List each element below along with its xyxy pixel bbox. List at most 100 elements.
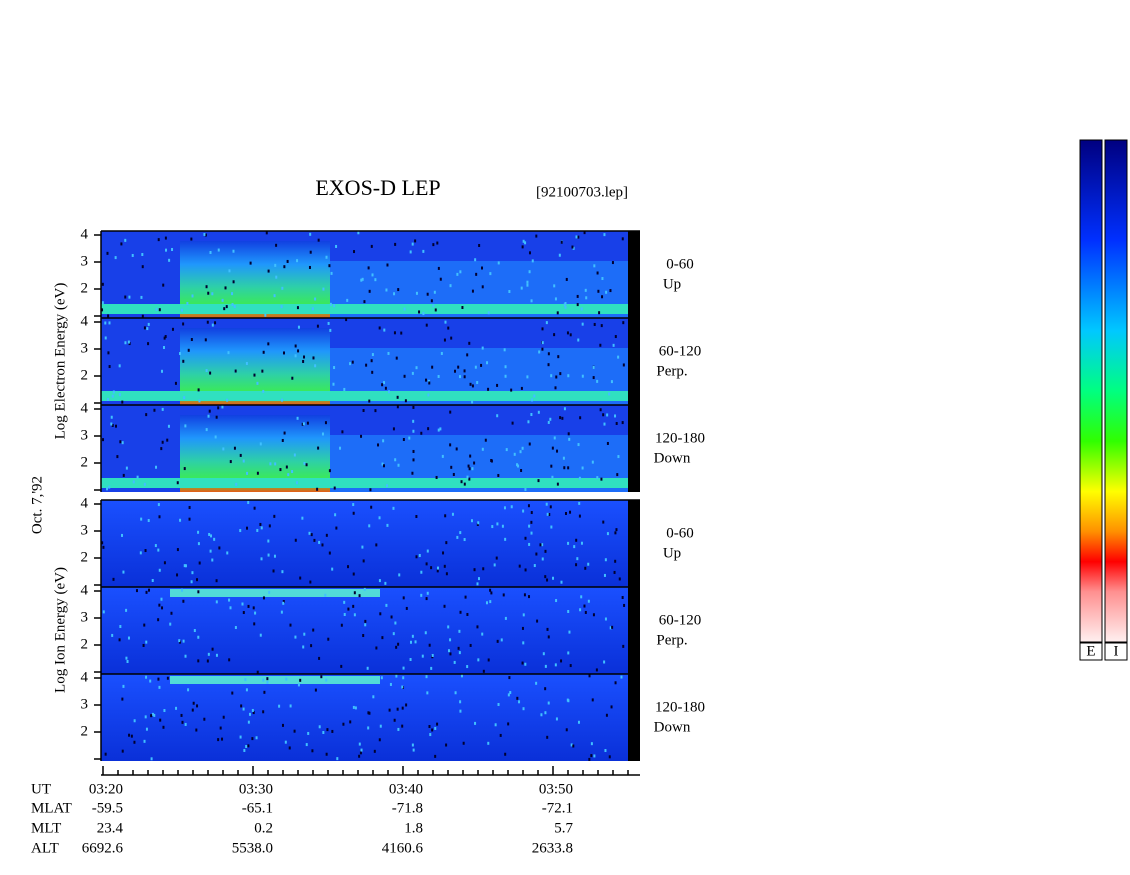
spectrogram-speck (552, 576, 555, 580)
spectrogram-speck (362, 559, 365, 563)
spectrogram-speck (318, 540, 321, 544)
spectrogram-speck (412, 449, 415, 453)
spectrogram-speck (603, 422, 606, 426)
spectrogram-speck (143, 482, 146, 486)
spectrogram-speck (468, 341, 471, 345)
spectrogram-speck (469, 382, 472, 386)
spectrogram-speck (115, 424, 118, 428)
spectrogram-speck (473, 568, 476, 572)
spectrogram-speck (343, 600, 346, 604)
spectrogram-speck (242, 707, 245, 711)
spectrogram-speck (367, 266, 370, 270)
spectrogram-speck (153, 408, 156, 412)
spectrogram-speck (436, 241, 439, 245)
spectrogram-speck (119, 440, 122, 444)
spectrogram-speck (542, 652, 545, 656)
spectrogram-speck (124, 238, 127, 242)
spectrogram-speck (363, 300, 366, 304)
spectrogram-speck (327, 637, 330, 641)
spectrogram-speck (477, 658, 480, 662)
spectrogram-speck (545, 502, 548, 506)
spectrogram-speck (289, 623, 292, 627)
spectrogram-speck (449, 443, 452, 447)
spectrogram-speck (430, 666, 433, 670)
spectrogram-speck (325, 533, 328, 537)
spectrogram-speck (547, 635, 550, 639)
spectrogram-speck (161, 606, 164, 610)
spectrogram-speck (426, 549, 429, 553)
spectrogram-speck (546, 735, 549, 739)
spectrogram-speck (450, 336, 453, 340)
spectrogram-speck (401, 724, 404, 728)
spectrogram-speck (435, 475, 438, 479)
spectrogram-speck (585, 296, 588, 300)
spectrogram-speck (106, 398, 109, 402)
spectrogram-speck (329, 328, 332, 332)
spectrogram-speck (396, 707, 399, 711)
spectrogram-speck (452, 472, 455, 476)
spectrogram-speck (359, 751, 362, 755)
spectrogram-speck (191, 294, 194, 298)
spectrogram-speck (394, 458, 397, 462)
spectrogram-speck (197, 635, 200, 639)
spectrogram-speck (346, 298, 349, 302)
spectrogram-speck (590, 742, 593, 746)
spectrogram-speck (301, 422, 304, 426)
spectrogram-speck (476, 381, 479, 385)
spectrogram-speck (431, 365, 434, 369)
spectrogram-speck (622, 644, 625, 648)
spectrogram-speck (622, 363, 625, 367)
spectrogram-speck (471, 289, 474, 293)
spectrogram-speck (340, 664, 343, 668)
spectrogram-speck (260, 557, 263, 561)
spectrogram-speck (531, 259, 534, 263)
spectrogram-speck (301, 516, 304, 520)
spectrogram-speck (211, 558, 214, 562)
spectrogram-speck (580, 307, 583, 311)
date: Oct. 7,'92 (29, 476, 45, 534)
spectrogram-speck (266, 680, 269, 684)
spectrogram-speck (232, 280, 235, 284)
spectrogram-speck (256, 528, 259, 532)
direction-label: Up (663, 545, 681, 561)
spectrogram-speck (528, 595, 531, 599)
spectrogram-speck (308, 265, 311, 269)
spectrogram-speck (285, 465, 288, 469)
spectrogram-speck (252, 711, 255, 715)
spectrogram-speck (316, 487, 319, 491)
spectrogram-speck (332, 382, 335, 386)
spectrogram-speck (358, 594, 361, 598)
spectrogram-speck (459, 610, 462, 614)
data-gap (628, 231, 640, 318)
spectrogram-speck (617, 355, 620, 359)
spectrogram-speck (191, 571, 194, 575)
spectrogram-speck (443, 338, 446, 342)
spectrogram-speck (195, 728, 198, 732)
spectrogram-speck (513, 452, 516, 456)
spectrogram-speck (482, 669, 485, 673)
y-axis-label: Log Electron Energy (eV) (52, 283, 68, 440)
spectrogram-speck (121, 749, 124, 753)
spectrogram-speck (370, 505, 373, 509)
spectrogram-speck (606, 441, 609, 445)
spectrogram-speck (397, 642, 400, 646)
spectrogram-speck (471, 400, 474, 404)
spectrogram-speck (131, 253, 134, 257)
spectrogram-speck (339, 446, 342, 450)
spectrogram-speck (322, 730, 325, 734)
y-tick-label: 2 (81, 549, 89, 565)
spectrogram-speck (420, 431, 423, 435)
spectrogram-speck (217, 248, 220, 252)
spectrogram-speck (366, 666, 369, 670)
spectrogram-speck (335, 526, 338, 530)
row-value: 4160.6 (382, 840, 424, 856)
spectrogram-speck (434, 754, 437, 758)
spectrogram-speck (217, 738, 220, 742)
spectrogram-speck (382, 439, 385, 443)
spectrogram-speck (233, 446, 236, 450)
spectrogram-speck (324, 421, 327, 425)
spectrogram-speck (169, 622, 172, 626)
spectrogram-speck (259, 633, 262, 637)
spectrogram-speck (147, 342, 150, 346)
spectrogram-speck (466, 665, 469, 669)
